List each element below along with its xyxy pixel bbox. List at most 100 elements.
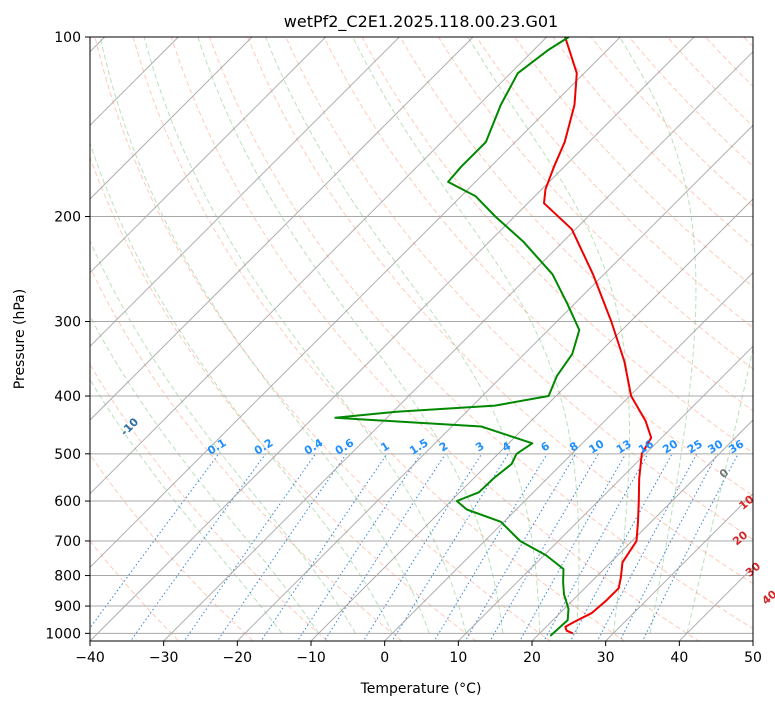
profile-line	[334, 37, 581, 637]
y-tick-label: 100	[54, 30, 81, 46]
dry-adiabat-line	[170, 37, 700, 641]
dry-adiabat-line	[90, 453, 254, 641]
x-tick-label: −30	[149, 650, 179, 666]
mixing-ratio-line	[433, 453, 548, 641]
dry-adiabat-line	[90, 539, 180, 641]
moist-adiabat-label: 40	[759, 587, 775, 607]
dry-adiabat-line	[323, 37, 753, 497]
dry-adiabat-line	[514, 37, 753, 288]
dry-adiabat-line	[247, 37, 753, 585]
moist-adiabat-line	[619, 37, 697, 634]
moist-adiabat-label: 10	[736, 493, 756, 513]
mixing-ratio-label: 2	[437, 439, 450, 454]
mixing-ratio-line	[391, 453, 509, 641]
y-tick-label: 500	[54, 447, 81, 463]
moist-adiabat-line	[143, 37, 467, 634]
y-tick-label: 400	[54, 389, 81, 405]
dry-adiabat-line	[628, 37, 753, 167]
x-tick-label: 40	[670, 650, 688, 666]
moist-adiabat-line	[99, 37, 430, 634]
isotherm-line	[678, 566, 753, 641]
mixing-ratio-line	[216, 453, 347, 641]
plot-frame	[89, 36, 754, 642]
moist-adiabat-label: 20	[730, 528, 750, 548]
mixing-ratio-line	[90, 453, 220, 629]
moist-adiabat-line	[686, 346, 753, 634]
isotherm-line	[162, 50, 753, 641]
dry-adiabat-line	[590, 37, 753, 207]
moist-adiabat-line	[197, 37, 504, 634]
mixing-ratio-line	[129, 453, 267, 641]
y-tick-label: 200	[54, 210, 81, 226]
dry-adiabat-line	[476, 37, 753, 329]
mixing-ratio-label: 0.1	[205, 436, 228, 457]
isotherm-line	[90, 37, 253, 200]
isotherm-line	[236, 124, 753, 641]
dry-adiabat-line	[769, 24, 775, 646]
isotherm-line	[531, 419, 753, 641]
isotherm-line	[310, 198, 753, 641]
isotherm-line	[90, 37, 622, 569]
isotherm-line	[90, 37, 401, 348]
isotherm-line	[90, 37, 548, 495]
dry-adiabat-line	[285, 37, 753, 540]
y-tick-label: 600	[54, 494, 81, 510]
mixing-ratio-line	[642, 453, 739, 641]
dry-adiabat-line	[361, 37, 753, 454]
mixing-ratio-line	[464, 453, 577, 641]
isotherm-line	[90, 37, 327, 274]
isotherm-line	[90, 37, 695, 641]
y-tick-label: 700	[54, 534, 81, 550]
profile-series	[334, 37, 653, 637]
mixing-ratio-line	[596, 453, 698, 641]
isotherm-line	[457, 345, 753, 641]
x-tick-label: 20	[523, 650, 541, 666]
mixing-ratio-line	[183, 453, 316, 641]
mixing-ratio-line	[260, 453, 388, 641]
isotherm-line	[604, 492, 753, 641]
dry-adiabat-label: -10	[118, 415, 141, 438]
dry-adiabat-line	[132, 37, 626, 641]
axes: −40 −30 −20 −10 0 10 20 30 40 5010020030040050060…	[45, 30, 762, 666]
mixing-ratio-label: 0.2	[252, 436, 275, 457]
mixing-ratio-line	[569, 453, 673, 641]
mixing-ratio-line	[543, 453, 649, 641]
background-lines	[90, 24, 775, 646]
mixing-ratio-line	[296, 453, 422, 641]
moist-adiabat-label: 0	[717, 466, 731, 481]
mixing-ratio-label: 1	[378, 439, 391, 454]
x-tick-label: −40	[75, 650, 105, 666]
isotherm-line	[90, 37, 180, 127]
moist-adiabat-line	[352, 37, 580, 634]
x-tick-label: −10	[296, 650, 326, 666]
dry-adiabat-line	[90, 266, 403, 641]
mixing-ratio-line	[362, 453, 483, 641]
isotherm-line	[90, 37, 474, 421]
y-tick-label: 800	[54, 569, 81, 585]
profile-line	[543, 37, 653, 635]
x-axis-label: Temperature (°C)	[360, 681, 482, 697]
y-tick-label: 900	[54, 599, 81, 615]
x-tick-label: 50	[744, 650, 762, 666]
x-tick-label: 30	[597, 650, 615, 666]
dry-adiabat-line	[666, 37, 753, 127]
isotherm-line	[383, 271, 753, 641]
y-axis-label: Pressure (hPa)	[12, 289, 28, 389]
mixing-ratio-label: 3	[473, 439, 486, 454]
moist-adiabat-line	[467, 37, 630, 634]
moist-adiabat-line	[90, 239, 356, 634]
mixing-ratio-label: 4	[500, 439, 514, 454]
dry-adiabat-line	[208, 37, 753, 630]
moist-adiabat-line	[90, 378, 283, 634]
mixing-ratio-line	[323, 453, 446, 641]
dry-adiabat-line	[399, 37, 753, 412]
moist-adiabat-line	[265, 37, 541, 634]
mixing-ratio-label: 6	[539, 439, 553, 454]
moist-adiabat-line	[90, 141, 393, 634]
x-tick-label: −20	[223, 650, 253, 666]
y-tick-label: 1000	[45, 626, 81, 642]
y-tick-label: 300	[54, 315, 81, 331]
mixing-ratio-line	[619, 453, 718, 641]
